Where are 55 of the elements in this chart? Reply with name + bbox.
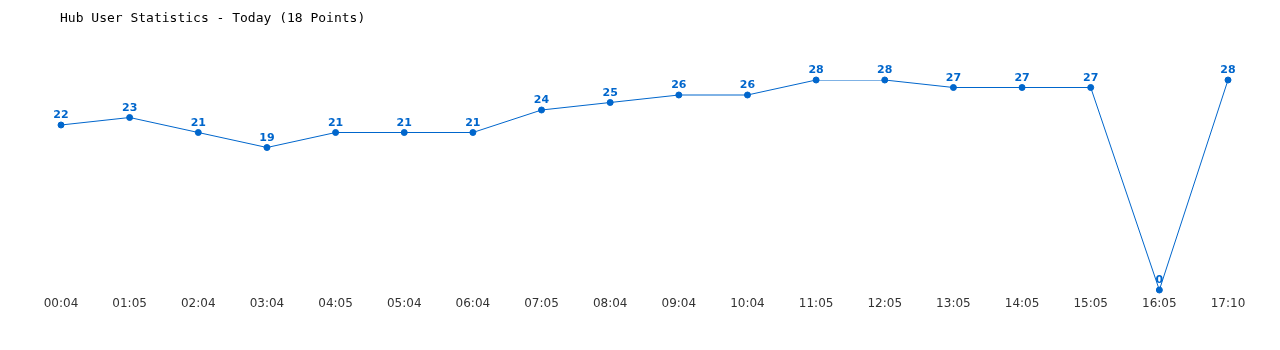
point [743, 91, 751, 99]
data-label: 28 [1220, 63, 1236, 76]
data-label: 27 [945, 70, 962, 84]
x-tick-label: 05:04 [386, 295, 422, 310]
point [675, 91, 683, 99]
point [606, 99, 614, 106]
x-tick-label: 08:04 [592, 295, 628, 310]
data-label: 28 [808, 63, 824, 76]
x-tick-label: 13:05 [936, 295, 971, 310]
chart-title: Hub User Statistics - Today (18 Points) [60, 10, 366, 25]
point [263, 144, 271, 151]
point [469, 129, 477, 136]
data-label: 19 [259, 130, 275, 144]
x-tick-label: 11:05 [798, 295, 834, 310]
x-tick-label: 16:05 [1142, 295, 1177, 310]
point [1087, 84, 1095, 91]
point [1224, 76, 1232, 84]
data-label: 25 [602, 85, 618, 99]
point [332, 129, 340, 136]
data-label: 21 [465, 115, 481, 129]
point [538, 106, 546, 114]
x-tick-label: 10:04 [730, 295, 765, 310]
x-tick-label: 00:04 [43, 295, 79, 310]
point [194, 129, 202, 136]
data-label: 21 [190, 115, 206, 129]
data-label: 28 [877, 63, 893, 76]
data-label: 26 [739, 78, 756, 91]
point [400, 129, 408, 136]
data-label: 22 [53, 108, 69, 121]
x-tick-label: 07:05 [524, 295, 559, 310]
x-tick-label: 01:05 [112, 295, 147, 310]
x-tick-label: 14:05 [1004, 295, 1040, 310]
x-tick-label: 12:05 [867, 295, 903, 310]
x-tick-label: 17:10 [1210, 295, 1246, 310]
point [126, 114, 134, 121]
x-tick-label: 15:05 [1073, 295, 1108, 310]
x-tick-label: 04:05 [318, 295, 353, 310]
data-label: 21 [396, 115, 412, 129]
data-label: 21 [327, 115, 344, 129]
x-tick-label: 09:04 [661, 295, 697, 310]
data-label: 27 [1014, 70, 1030, 84]
point [1018, 84, 1026, 91]
point [881, 76, 889, 84]
point [57, 121, 65, 129]
data-label: 0 [1155, 273, 1164, 286]
point [812, 76, 820, 84]
x-tick-label: 02:04 [181, 295, 216, 310]
point [1155, 286, 1163, 294]
point [949, 84, 957, 91]
x-tick-label: 06:04 [455, 295, 491, 310]
data-label: 23 [121, 100, 138, 114]
data-label: 26 [671, 78, 687, 91]
data-label: 24 [533, 93, 550, 106]
x-tick-label: 03:04 [249, 295, 285, 310]
data-label: 27 [1083, 70, 1099, 84]
